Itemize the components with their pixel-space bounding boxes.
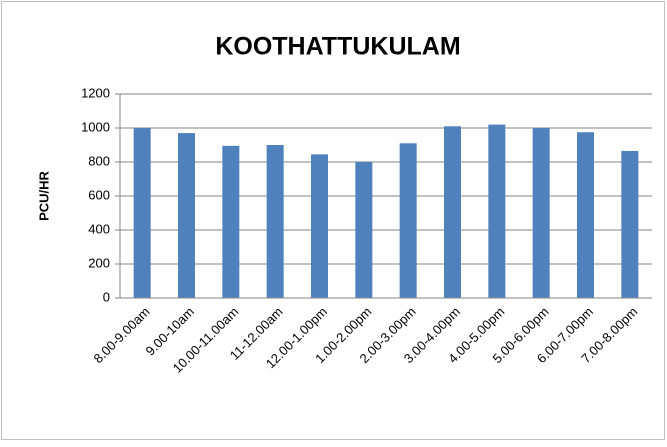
bar bbox=[444, 126, 461, 298]
y-axis-label: PCU/HR bbox=[36, 170, 51, 220]
chart-title: KOOTHATTUKULAM bbox=[215, 33, 460, 61]
y-tick-label: 600 bbox=[88, 187, 110, 202]
bar bbox=[532, 128, 550, 298]
bar bbox=[178, 133, 195, 298]
y-tick-label: 0 bbox=[103, 289, 110, 304]
bar bbox=[311, 154, 328, 298]
bar bbox=[621, 150, 639, 298]
bar bbox=[355, 162, 373, 298]
y-tick-label: 1000 bbox=[81, 119, 110, 134]
y-tick-label: 800 bbox=[88, 153, 110, 168]
y-tick-label: 400 bbox=[88, 221, 110, 236]
bar bbox=[399, 143, 417, 298]
bar bbox=[488, 124, 506, 298]
bar bbox=[266, 145, 284, 298]
y-tick-label: 200 bbox=[88, 255, 110, 270]
bar bbox=[577, 132, 594, 298]
y-tick-label: 1200 bbox=[81, 85, 110, 100]
bar bbox=[222, 145, 240, 298]
bar bbox=[133, 128, 151, 298]
chart-border bbox=[1, 1, 665, 440]
